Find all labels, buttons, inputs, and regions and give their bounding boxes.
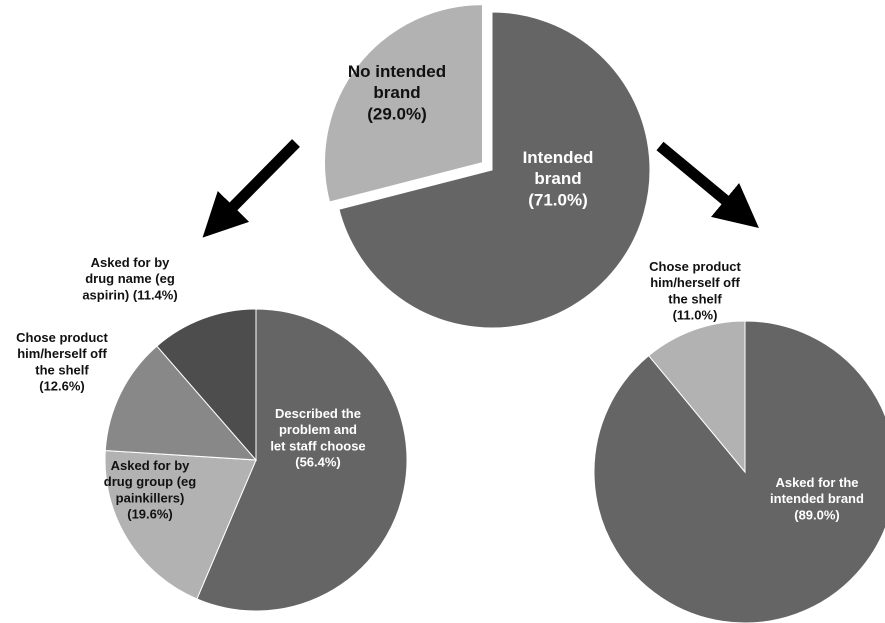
slice-label: No intended brand (29.0%) <box>348 62 446 124</box>
slice-label-line: the shelf <box>35 362 89 377</box>
slice-label: Chose product him/herself off the shelf (11… <box>649 259 741 323</box>
pie-slice <box>648 320 746 474</box>
pie-slice <box>104 345 258 461</box>
pie-slice <box>593 320 885 623</box>
slice-label-line: (12.6%) <box>39 379 85 394</box>
slice-label-line: aspirin) (11.4%) <box>82 287 177 302</box>
slice-label-line: (11.0%) <box>673 308 718 323</box>
slice-label-line: (71.0%) <box>528 190 588 209</box>
arrows <box>202 139 759 238</box>
slice-label-line: intended brand <box>770 491 864 506</box>
slice-label-line: him/herself off <box>17 346 107 361</box>
slice-label: Intended brand (71.0%) <box>523 148 594 210</box>
slice-label-line: Asked for by <box>111 458 191 473</box>
slice-label-line: the shelf <box>668 291 722 306</box>
pie-slice <box>104 449 257 600</box>
slice-label-line: (56.4%) <box>295 455 341 470</box>
slice-label-line: (89.0%) <box>794 507 840 522</box>
slice-label-line: Intended <box>523 148 594 167</box>
slice-label-line: brand <box>534 169 581 188</box>
pie-chart-no-intended-brand: Described the problem and let staff choose… <box>16 255 408 612</box>
slice-label-line: Chose product <box>649 259 741 274</box>
slice-label-line: problem and <box>279 422 357 437</box>
slice-label: Chose product him/herself off the shelf (12… <box>16 330 108 394</box>
right-arrow <box>656 141 759 229</box>
slice-label-line: let staff choose <box>270 438 365 453</box>
slice-label-line: drug group (eg <box>104 474 196 489</box>
slice-label: Asked for the intended brand (89.0%) <box>770 475 864 523</box>
slice-label-line: Chose product <box>16 330 108 345</box>
slice-label-line: painkillers) <box>116 490 185 505</box>
slice-label-line: Described the <box>275 406 361 421</box>
pie-slice <box>338 11 651 329</box>
pie-slice <box>156 308 257 462</box>
left-arrow <box>202 139 300 238</box>
pie-slice <box>324 4 484 203</box>
slice-label-line: (29.0%) <box>367 104 427 123</box>
slice-label-line: No intended <box>348 62 446 81</box>
pie-chart-intended-brand-choice: Asked for the intended brand (89.0%) Chose … <box>593 259 885 623</box>
slice-label-line: brand <box>373 83 420 102</box>
slice-label-line: Asked for by <box>91 255 171 270</box>
slice-label-line: him/herself off <box>650 275 740 290</box>
slice-label: Asked for by drug name (eg aspirin) (11.4%… <box>82 255 177 303</box>
pie-chart-intended-brand: Intended brand (71.0%) No intended brand (29.… <box>324 4 651 329</box>
pie-slice <box>196 308 408 612</box>
slice-label-line: drug name (eg <box>85 271 175 286</box>
slice-label: Described the problem and let staff choose… <box>270 406 365 470</box>
slice-label-line: (19.6%) <box>127 507 173 522</box>
slice-label-line: Asked for the <box>775 475 858 490</box>
slice-label: Asked for by drug group (eg painkillers) (1… <box>104 458 196 522</box>
